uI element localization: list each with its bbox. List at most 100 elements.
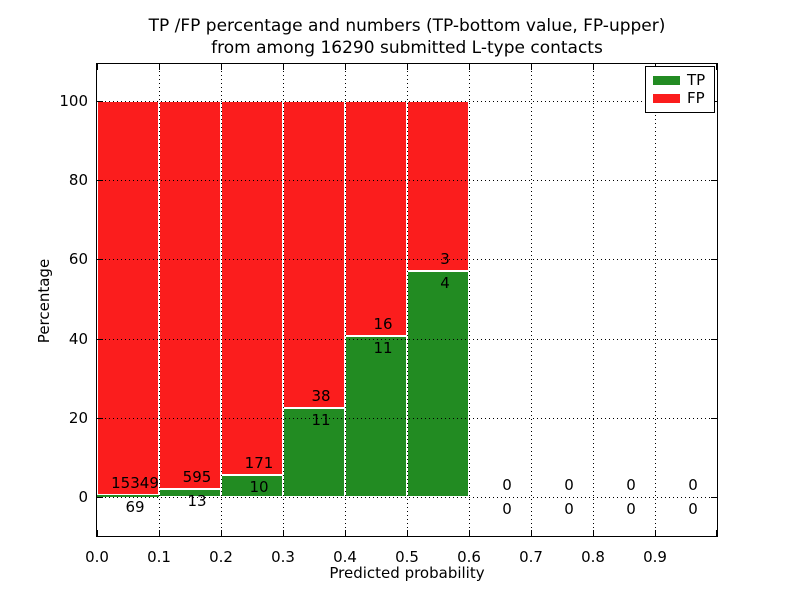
x-tick-bottom bbox=[655, 530, 656, 536]
chart-title: TP /FP percentage and numbers (TP-bottom… bbox=[96, 15, 718, 59]
x-tick-top bbox=[221, 64, 222, 70]
fp-color-swatch bbox=[653, 94, 680, 104]
bar-segment-fp bbox=[159, 100, 221, 489]
y-tick-left bbox=[97, 338, 103, 340]
fp-count-label: 0 bbox=[626, 476, 636, 495]
bar-segment-tp bbox=[283, 408, 345, 498]
x-tick-label: 0.7 bbox=[519, 548, 543, 566]
legend-item-fp: FP bbox=[653, 91, 707, 106]
gridline-vertical bbox=[159, 64, 160, 536]
legend-item-tp: TP bbox=[653, 70, 707, 89]
y-tick-label: 80 bbox=[68, 171, 88, 190]
x-tick-top bbox=[283, 64, 284, 70]
y-tick-label: 20 bbox=[68, 408, 88, 427]
x-tick-label: 0.4 bbox=[333, 548, 357, 566]
fp-count-label: 16 bbox=[373, 314, 393, 333]
y-tick-left bbox=[97, 100, 103, 102]
y-tick-right bbox=[711, 497, 717, 499]
tp-count-label: 11 bbox=[373, 338, 393, 357]
x-tick-top bbox=[97, 64, 98, 70]
x-tick-label: 0.1 bbox=[147, 548, 171, 566]
bar-segment-fp bbox=[283, 100, 345, 409]
fp-count-label: 3 bbox=[440, 249, 450, 268]
fp-count-label: 15349 bbox=[111, 474, 159, 493]
tp-count-label: 10 bbox=[249, 478, 269, 497]
x-tick-bottom bbox=[97, 530, 98, 536]
tp-count-label: 0 bbox=[564, 500, 574, 519]
y-tick-right bbox=[711, 259, 717, 261]
x-tick-bottom bbox=[345, 530, 346, 536]
x-tick-top bbox=[345, 64, 346, 70]
x-tick-bottom bbox=[407, 530, 408, 536]
bar-segment-tp bbox=[407, 270, 469, 498]
x-tick-top bbox=[407, 64, 408, 70]
tp-count-label: 4 bbox=[440, 273, 450, 292]
bar-segment-fp bbox=[221, 100, 283, 476]
tp-count-label: 69 bbox=[125, 498, 145, 517]
x-tick-top bbox=[159, 64, 160, 70]
bar-segment-fp bbox=[407, 100, 469, 271]
bar-segment-fp bbox=[345, 100, 407, 336]
bar-segment-tp bbox=[97, 495, 159, 498]
x-tick-bottom bbox=[283, 530, 284, 536]
bar-segment-fp bbox=[97, 100, 159, 496]
gridline-vertical bbox=[283, 64, 284, 536]
y-tick-left bbox=[97, 259, 103, 261]
y-tick-left bbox=[97, 180, 103, 182]
tp-count-label: 0 bbox=[688, 500, 698, 519]
x-tick-bottom bbox=[531, 530, 532, 536]
fp-count-label: 595 bbox=[182, 467, 212, 486]
x-tick-top bbox=[593, 64, 594, 70]
x-tick-top bbox=[531, 64, 532, 70]
legend-label-fp: FP bbox=[687, 89, 705, 108]
gridline-vertical bbox=[345, 64, 346, 536]
x-tick-label: 0.0 bbox=[85, 548, 109, 566]
y-tick-right bbox=[711, 338, 717, 340]
gridline-vertical bbox=[593, 64, 594, 536]
x-tick-bottom bbox=[159, 530, 160, 536]
y-tick-label: 40 bbox=[68, 329, 88, 348]
fp-count-label: 171 bbox=[244, 454, 274, 473]
gridline-vertical bbox=[655, 64, 656, 536]
y-tick-left bbox=[97, 417, 103, 419]
x-tick-bottom bbox=[221, 530, 222, 536]
x-tick-label: 0.8 bbox=[581, 548, 605, 566]
x-tick-top bbox=[469, 64, 470, 70]
x-tick-label: 0.2 bbox=[209, 548, 233, 566]
gridline-vertical bbox=[531, 64, 532, 536]
x-tick-label: 0.3 bbox=[271, 548, 295, 566]
y-tick-right bbox=[711, 180, 717, 182]
y-tick-label: 100 bbox=[59, 91, 88, 110]
gridline-vertical bbox=[407, 64, 408, 536]
fp-count-label: 0 bbox=[502, 476, 512, 495]
fp-count-label: 0 bbox=[688, 476, 698, 495]
y-tick-left bbox=[97, 497, 103, 499]
gridline-vertical bbox=[469, 64, 470, 536]
x-tick-label: 0.5 bbox=[395, 548, 419, 566]
fp-count-label: 38 bbox=[311, 387, 331, 406]
y-tick-right bbox=[711, 417, 717, 419]
x-axis-label: Predicted probability bbox=[329, 564, 485, 582]
chart-title-line1: TP /FP percentage and numbers (TP-bottom… bbox=[148, 16, 666, 36]
legend-label-tp: TP bbox=[687, 70, 706, 89]
tp-color-swatch bbox=[653, 75, 680, 85]
x-tick-bottom bbox=[716, 530, 717, 536]
x-tick-bottom bbox=[593, 530, 594, 536]
tp-count-label: 11 bbox=[311, 411, 331, 430]
y-tick-label: 60 bbox=[68, 250, 88, 269]
x-tick-label: 0.9 bbox=[643, 548, 667, 566]
x-tick-bottom bbox=[469, 530, 470, 536]
tp-count-label: 0 bbox=[502, 500, 512, 519]
tp-count-label: 13 bbox=[187, 491, 207, 510]
legend: TP FP bbox=[645, 66, 715, 113]
x-tick-top bbox=[716, 64, 717, 70]
chart-title-line2: from among 16290 submitted L-type contac… bbox=[211, 38, 603, 58]
bar-segment-tp bbox=[345, 335, 407, 498]
plot-area: 15349 69 595 13 171 10 38 11 16 11 3 4 0 0 0 0 0 0 0 0 bbox=[96, 63, 718, 537]
y-tick-label: 0 bbox=[78, 488, 88, 507]
tp-count-label: 0 bbox=[626, 500, 636, 519]
gridline-vertical bbox=[221, 64, 222, 536]
x-tick-label: 0.6 bbox=[457, 548, 481, 566]
fp-count-label: 0 bbox=[564, 476, 574, 495]
